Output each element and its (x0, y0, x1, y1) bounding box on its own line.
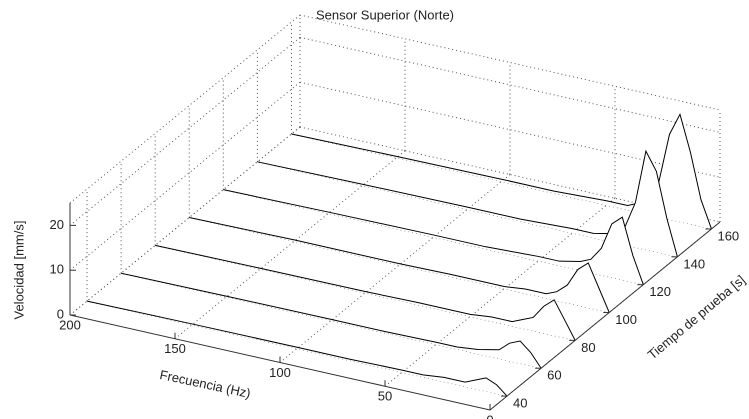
grid-line (384, 197, 616, 387)
box-edge (69, 14, 301, 204)
trace-fill (257, 151, 678, 257)
y-tick-label: 60 (547, 368, 561, 383)
z-axis-label: Velocidad [mm/s] (11, 221, 26, 320)
trace-fill (155, 245, 576, 341)
grid-line (69, 126, 301, 316)
y-tick-label: 40 (513, 396, 527, 411)
trace (155, 244, 576, 341)
trace (86, 300, 508, 397)
y-tick-label: 160 (717, 228, 739, 243)
trace-fill (223, 189, 644, 285)
x-axis-label: Frecuencia (Hz) (158, 367, 252, 401)
z-tick-label: 0 (57, 306, 64, 321)
z-tick-label: 10 (50, 262, 64, 277)
trace-fill (121, 273, 542, 369)
x-tick-label: 150 (164, 341, 186, 356)
x-tick-label: 50 (378, 389, 392, 404)
grid-line (69, 37, 301, 226)
x-tick-label: 100 (269, 365, 291, 380)
grid-line (279, 174, 511, 363)
z-tick-label: 20 (50, 217, 64, 232)
chart-title: Sensor Superior (Norte) (316, 7, 454, 22)
y-axis (489, 221, 721, 411)
trace-fill (87, 301, 508, 397)
trace (223, 189, 644, 285)
y-tick-label: 80 (581, 340, 595, 355)
y-tick-label: 120 (649, 284, 671, 299)
grid-line (174, 150, 406, 340)
trace (121, 272, 542, 369)
grid-line (69, 81, 301, 271)
y-tick-label: 100 (615, 312, 637, 327)
trace (189, 217, 610, 313)
trace-fill (189, 217, 610, 313)
y-tick-label: 140 (683, 256, 705, 271)
x-tick-label: 200 (59, 317, 81, 332)
box-edge (299, 14, 721, 111)
trace-fill (291, 114, 712, 229)
x-tick-label: 0 (486, 412, 493, 419)
